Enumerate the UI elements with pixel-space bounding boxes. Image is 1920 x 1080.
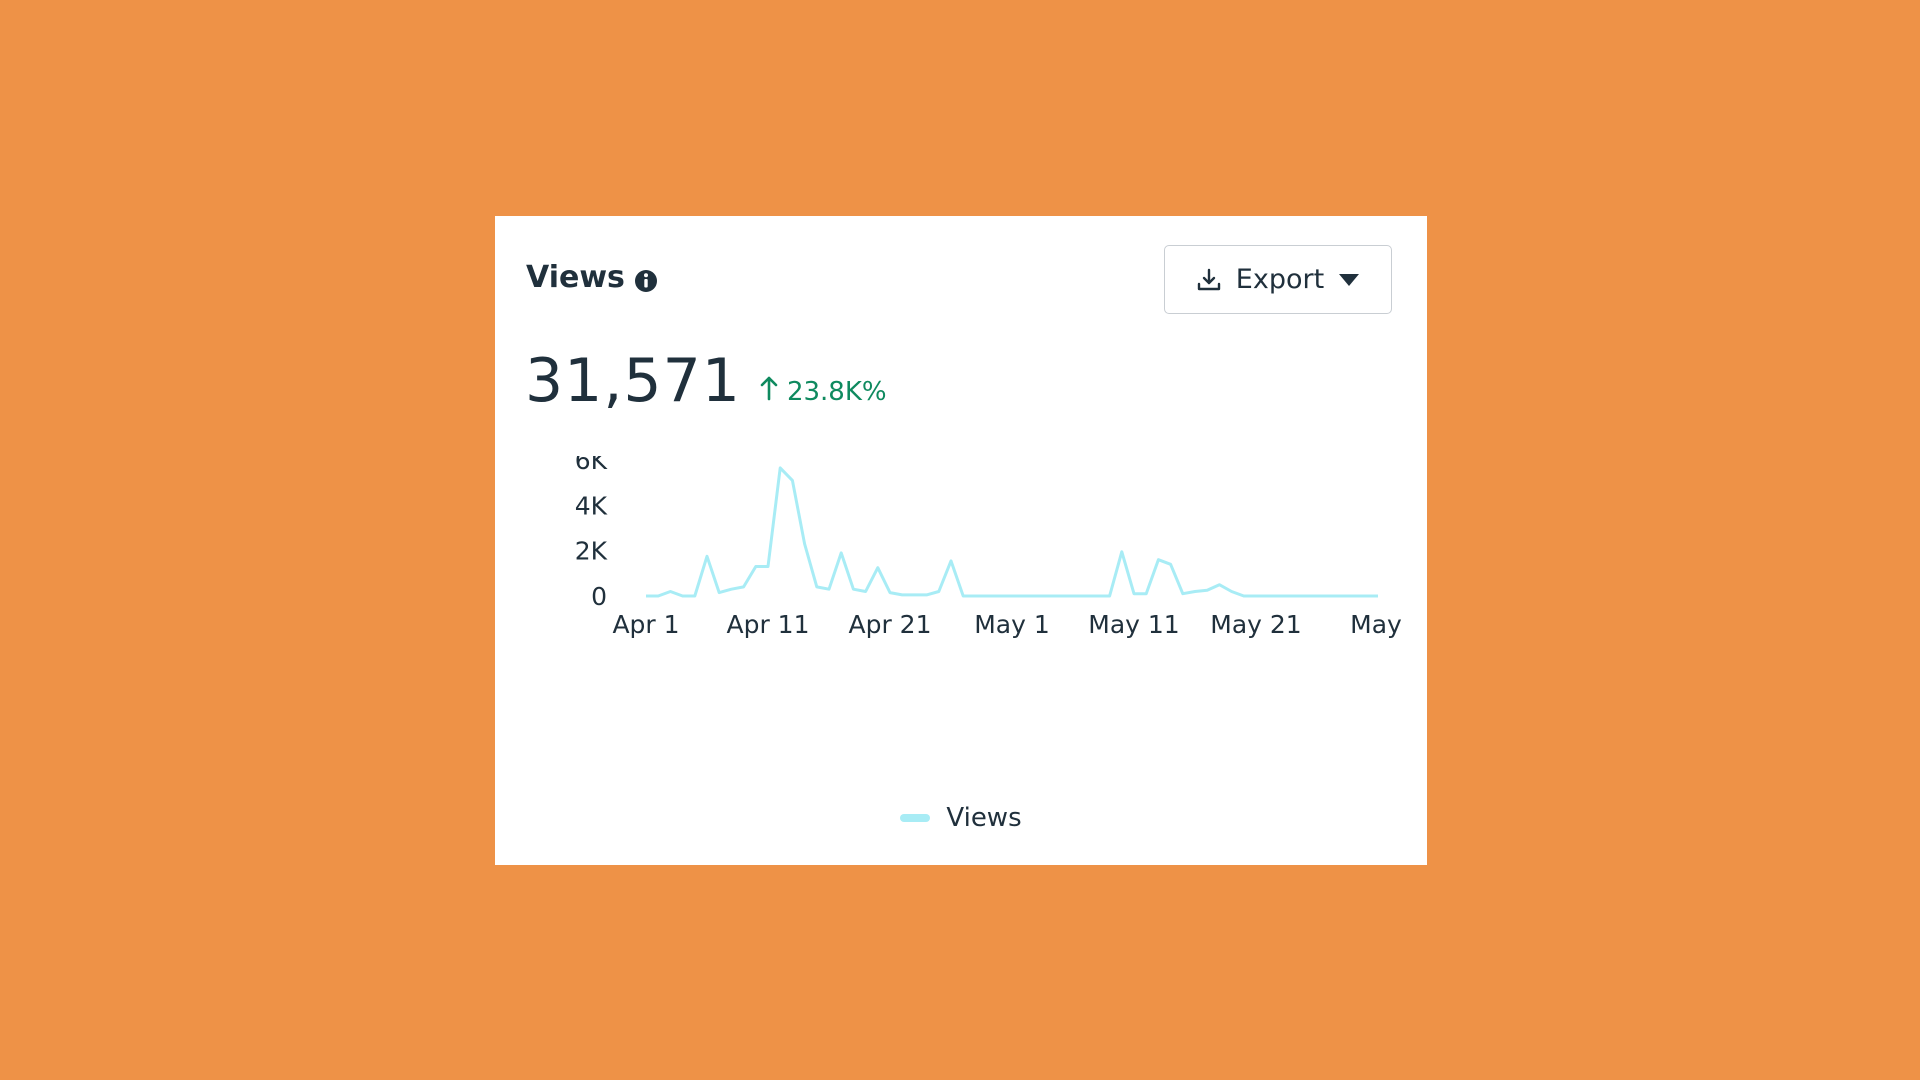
data-point: [668, 590, 672, 594]
x-tick-label: May: [1350, 610, 1402, 639]
data-point: [693, 594, 697, 598]
data-point: [1193, 590, 1197, 594]
data-point: [1047, 594, 1051, 598]
data-point: [803, 542, 807, 546]
download-icon: [1196, 267, 1222, 293]
x-tick-label: May 11: [1088, 610, 1179, 639]
card-header: Views: [526, 260, 658, 295]
legend-swatch: [900, 814, 931, 822]
info-icon[interactable]: [634, 266, 658, 292]
data-point: [961, 594, 965, 598]
series-line-views: [646, 466, 1378, 598]
data-point: [656, 594, 660, 598]
data-point: [1181, 592, 1185, 596]
data-point: [1230, 590, 1234, 594]
data-point: [1022, 594, 1026, 598]
data-point: [1144, 592, 1148, 596]
x-tick-label: Apr 11: [726, 610, 809, 639]
data-point: [1291, 594, 1295, 598]
data-point: [766, 565, 770, 569]
data-point: [1059, 594, 1063, 598]
data-point: [1266, 594, 1270, 598]
data-point: [742, 585, 746, 589]
data-point: [1071, 594, 1075, 598]
metric-value: 31,571: [525, 346, 741, 416]
data-point: [998, 594, 1002, 598]
data-point: [1339, 594, 1343, 598]
data-point: [1205, 588, 1209, 592]
data-point: [986, 594, 990, 598]
x-tick-label: Apr 21: [848, 610, 931, 639]
data-point: [888, 591, 892, 595]
data-point: [778, 466, 782, 470]
data-point: [925, 593, 929, 597]
legend-label: Views: [946, 803, 1022, 833]
x-tick-label: May 1: [974, 610, 1050, 639]
export-button[interactable]: Export: [1164, 245, 1392, 314]
data-point: [790, 478, 794, 482]
data-point: [1156, 558, 1160, 562]
x-tick-label: Apr 1: [612, 610, 679, 639]
y-tick-label: 2K: [575, 537, 608, 566]
data-point: [1327, 594, 1331, 598]
data-point: [1352, 594, 1356, 598]
data-point: [1254, 594, 1258, 598]
data-point: [827, 587, 831, 591]
data-point: [705, 554, 709, 558]
data-point: [937, 590, 941, 594]
y-tick-label: 4K: [575, 491, 608, 520]
data-point: [1169, 562, 1173, 566]
metric-change-value: 23.8K%: [786, 376, 887, 407]
y-tick-label: 0: [591, 582, 607, 611]
data-point: [1376, 594, 1380, 598]
data-point: [1217, 583, 1221, 587]
chart-legend[interactable]: Views: [495, 803, 1427, 833]
caret-down-icon: [1338, 273, 1360, 287]
x-tick-label: May 21: [1210, 610, 1301, 639]
data-point: [1083, 594, 1087, 598]
data-point: [949, 559, 953, 563]
data-point: [1108, 594, 1112, 598]
data-point: [754, 565, 758, 569]
views-line-chart: 0 2K 4K 6K Apr 1 Apr 11 Apr 21 May 1 May 11 May 2…: [575, 456, 1402, 639]
metric-summary: 31,571 23.8K%: [525, 346, 887, 416]
data-point: [1303, 594, 1307, 598]
data-point: [912, 593, 916, 597]
data-point: [717, 591, 721, 595]
data-point: [681, 594, 685, 598]
views-card: Views Export 31,571: [495, 216, 1427, 865]
data-point: [1278, 594, 1282, 598]
data-point: [729, 587, 733, 591]
data-point: [1315, 594, 1319, 598]
data-point: [839, 551, 843, 555]
arrow-up-icon: [759, 375, 779, 408]
data-point: [864, 590, 868, 594]
data-point: [1010, 594, 1014, 598]
data-point: [644, 594, 648, 598]
data-point: [1034, 594, 1038, 598]
data-point: [876, 566, 880, 570]
data-point: [1242, 594, 1246, 598]
export-label: Export: [1235, 264, 1325, 295]
data-point: [1120, 550, 1124, 554]
data-point: [1364, 594, 1368, 598]
data-point: [1132, 592, 1136, 596]
data-point: [815, 585, 819, 589]
y-tick-label: 6K: [575, 456, 608, 475]
data-point: [851, 587, 855, 591]
card-title: Views: [526, 260, 625, 295]
data-point: [1095, 594, 1099, 598]
data-point: [900, 593, 904, 597]
metric-change: 23.8K%: [759, 375, 887, 408]
data-point: [973, 594, 977, 598]
